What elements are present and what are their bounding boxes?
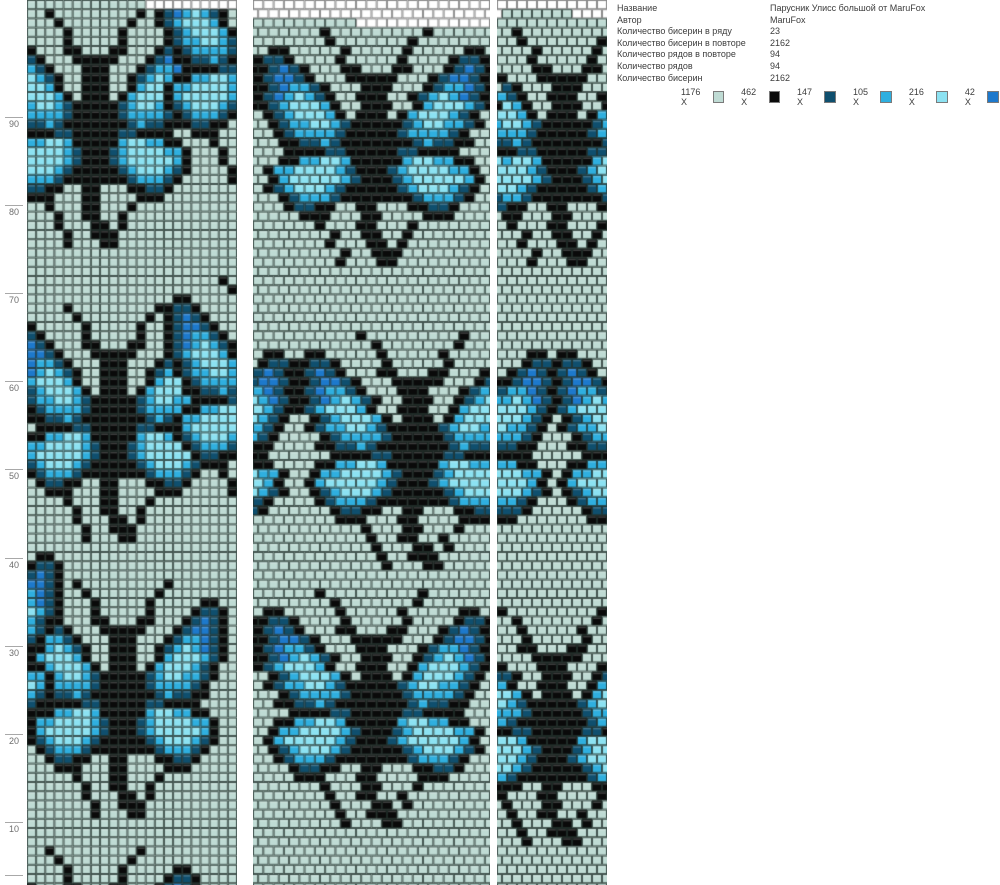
- info-row: Название Парусник Улисс большой от MaruF…: [617, 3, 999, 15]
- info-row: Количество бисерин 2162: [617, 73, 999, 85]
- row-tick: [5, 381, 23, 383]
- row-tick: [5, 875, 23, 876]
- info-value: 2162: [770, 37, 791, 48]
- row-tick: [5, 293, 23, 295]
- legend-color-swatch: [880, 91, 892, 104]
- row-tick: [5, 645, 23, 647]
- info-label: Количество бисерин в повторе: [617, 37, 746, 48]
- info-value: MaruFox: [770, 14, 806, 25]
- info-value: 2162: [770, 72, 791, 83]
- info-row: Количество бисерин в повторе 2162: [617, 38, 999, 50]
- row-tick: [5, 469, 23, 471]
- legend-count: 147 X: [797, 87, 813, 108]
- row-number-label: 40: [9, 559, 20, 570]
- legend-count: 105 X: [852, 87, 869, 108]
- info-label: Количество бисерин: [617, 72, 703, 83]
- row-tick: [5, 733, 23, 735]
- bead-chart-draft[interactable]: [27, 0, 237, 885]
- legend-count: 462 X: [741, 87, 757, 108]
- legend-color-swatch: [768, 91, 781, 104]
- info-value: 94: [770, 49, 781, 60]
- legend-count: 1176 X: [681, 87, 701, 108]
- legend-color-swatch: [987, 91, 999, 104]
- info-label: Название: [617, 3, 658, 13]
- row-number-label: 70: [9, 295, 20, 306]
- row-number-label: 60: [9, 383, 20, 394]
- legend-item: 462 X: [741, 87, 781, 108]
- bead-chart-corrected[interactable]: [253, 0, 490, 885]
- row-number-label: 90: [9, 119, 20, 129]
- info-label: Количество рядов: [617, 60, 693, 71]
- info-label: Количество рядов в повторе: [617, 49, 736, 60]
- row-number-label: 80: [9, 207, 20, 218]
- row-tick: [5, 557, 23, 559]
- legend-item: 105 X: [853, 87, 892, 107]
- legend-item: 147 X: [797, 87, 836, 107]
- row-number-gutter: 90 80 70 60 50 40 30 20 10: [0, 0, 27, 885]
- color-legend: 1176 X 462 X 147 X 105 X 216 X 42 X: [617, 87, 999, 107]
- info-value: Парусник Улисс большой от MaruFox: [770, 3, 926, 13]
- row-number-label: 10: [9, 823, 20, 834]
- row-number-label: 30: [9, 647, 20, 658]
- info-label: Автор: [617, 14, 642, 25]
- bead-chart-simulation[interactable]: [497, 0, 607, 885]
- info-row: Автор MaruFox: [617, 15, 999, 27]
- row-tick: [5, 205, 23, 207]
- legend-count: 42 X: [964, 87, 975, 108]
- info-value: 23: [770, 26, 781, 37]
- legend-color-swatch: [824, 91, 836, 104]
- info-value: 94: [770, 60, 781, 71]
- legend-color-swatch: [712, 91, 725, 104]
- legend-item: 216 X: [909, 87, 948, 107]
- legend-count: 216 X: [908, 87, 924, 108]
- info-row: Количество рядов в повторе 94: [617, 49, 999, 61]
- legend-item: 42 X: [965, 87, 999, 107]
- row-tick: [5, 821, 23, 823]
- legend-item: 1176 X: [681, 87, 725, 108]
- legend-color-swatch: [936, 91, 948, 104]
- info-label: Количество бисерин в ряду: [617, 26, 732, 37]
- row-number-label: 20: [9, 735, 20, 746]
- row-number-label: 50: [9, 471, 20, 482]
- row-tick: [5, 117, 23, 118]
- pattern-info-panel: Название Парусник Улисс большой от MaruF…: [617, 3, 999, 107]
- info-row: Количество бисерин в ряду 23: [617, 26, 999, 38]
- info-row: Количество рядов 94: [617, 61, 999, 73]
